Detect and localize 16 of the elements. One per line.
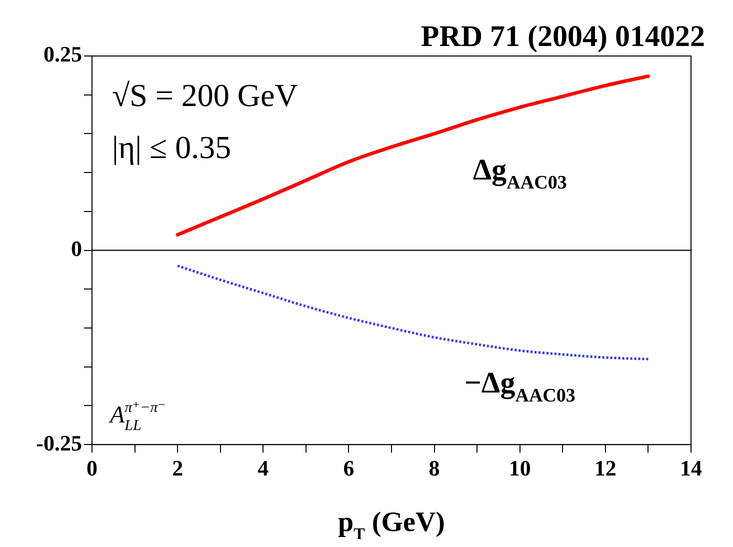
y-tick-label: 0 <box>71 236 82 261</box>
x-tick-label: 2 <box>172 455 184 480</box>
x-tick-label: 4 <box>258 455 269 480</box>
x-tick-label: 14 <box>680 455 702 480</box>
line-series <box>176 74 650 237</box>
chart-title: PRD 71 (2004) 014022 <box>420 20 706 53</box>
annotation: |η| ≤ 0.35 <box>112 129 232 165</box>
x-tick-label: 10 <box>508 455 531 480</box>
x-tick-label: 0 <box>86 455 98 480</box>
x-tick-label: 12 <box>594 455 616 480</box>
x-tick-label: 8 <box>428 455 440 480</box>
y-tick-label: -0.25 <box>36 430 82 456</box>
y-tick-label: 0.25 <box>44 42 82 67</box>
x-tick-label: 6 <box>343 455 354 480</box>
annotation: √S = 200 GeV <box>112 77 298 113</box>
line-series <box>176 264 650 360</box>
